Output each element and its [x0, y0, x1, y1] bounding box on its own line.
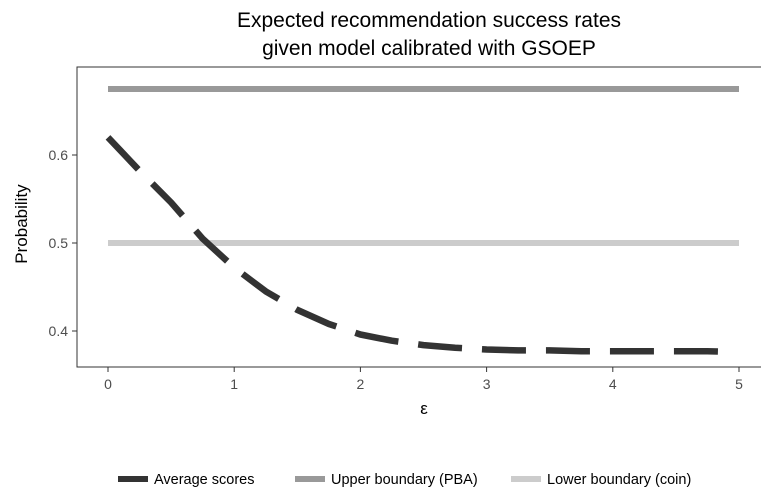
x-tick-label: 3: [483, 376, 491, 392]
series-layer: [105, 86, 739, 356]
legend-label-0: Average scores: [154, 472, 254, 488]
x-tick-label: 1: [230, 376, 238, 392]
series-line-0: [105, 135, 737, 356]
y-tick-label: 0.4: [49, 323, 69, 339]
x-tick-label: 5: [735, 376, 743, 392]
x-tick-label: 0: [104, 376, 112, 392]
legend-label-2: Lower boundary (coin): [547, 472, 691, 488]
y-axis-title: Probability: [12, 184, 31, 264]
x-tick-label: 4: [609, 376, 617, 392]
legend-label-1: Upper boundary (PBA): [331, 472, 478, 488]
y-axis: 0.4 0.5 0.6: [49, 147, 77, 339]
x-tick-label: 2: [357, 376, 365, 392]
legend: Average scores Upper boundary (PBA) Lower …: [118, 472, 691, 488]
chart-title-line-1: Expected recommendation success rates: [237, 9, 621, 32]
plot-panel: [76, 66, 761, 368]
y-tick-label: 0.6: [49, 147, 69, 163]
x-axis: 0 1 2 3 4 5: [104, 367, 743, 392]
y-tick-label: 0.5: [49, 235, 69, 251]
x-axis-title: ε: [420, 399, 428, 418]
chart-title-line-2: given model calibrated with GSOEP: [262, 37, 596, 60]
